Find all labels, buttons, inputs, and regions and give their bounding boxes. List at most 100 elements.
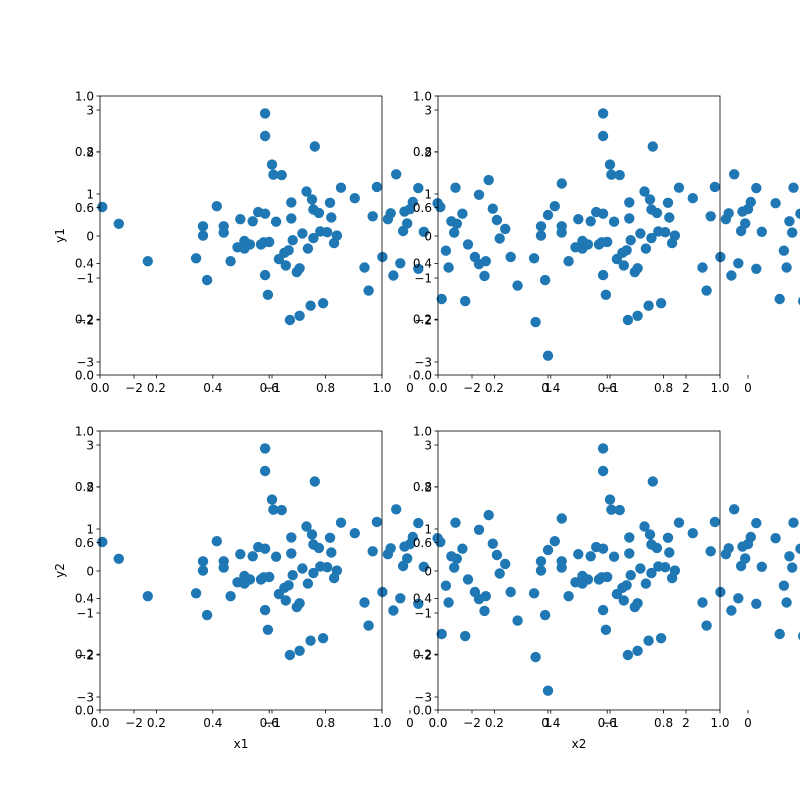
y-tick-label: 0.2 bbox=[75, 648, 94, 662]
scatter-point bbox=[294, 598, 305, 609]
scatter-point bbox=[308, 567, 319, 579]
x-tick-label: 1 bbox=[544, 716, 552, 730]
scatter-points bbox=[97, 443, 567, 696]
scatter-point bbox=[413, 517, 424, 529]
scatter-point bbox=[407, 196, 418, 208]
scatter-point bbox=[729, 504, 740, 515]
x-tick-label: −1 bbox=[601, 716, 619, 730]
scatter-point bbox=[480, 256, 491, 267]
axes-frame bbox=[437, 430, 721, 711]
scatter-point bbox=[635, 228, 646, 239]
scatter-point bbox=[326, 212, 337, 223]
x-tick-label: −1 bbox=[601, 381, 619, 395]
scatter-point bbox=[608, 216, 620, 227]
scatter-point bbox=[597, 604, 609, 616]
scatter-point bbox=[740, 218, 751, 229]
y-tick-label: 3 bbox=[86, 103, 94, 117]
x-tick-label: 0.0 bbox=[428, 381, 447, 395]
scatter-point bbox=[500, 558, 511, 570]
y-tick-label: 0 bbox=[424, 564, 432, 578]
scatter-point bbox=[600, 289, 612, 300]
x-tick-label: 0.2 bbox=[485, 381, 504, 395]
scatter-point bbox=[247, 551, 258, 562]
scatter-point bbox=[726, 605, 737, 616]
y-tick-label: 0.4 bbox=[75, 257, 94, 271]
scatter-point bbox=[784, 551, 795, 562]
scatter-point bbox=[723, 543, 734, 554]
scatter-point bbox=[284, 649, 296, 661]
panel-4: 0.00.0 0.2 0.2 0.4 0.4 0.6 0.6 0.8 0.8 1.0 1.0 −2 −1… bbox=[413, 424, 800, 751]
scatter-point bbox=[723, 208, 734, 219]
scatter-point bbox=[297, 563, 308, 574]
y-tick-label: −1 bbox=[76, 606, 94, 620]
scatter-point bbox=[774, 293, 785, 305]
y-tick-label: 3 bbox=[424, 103, 432, 117]
scatter-point bbox=[440, 580, 452, 591]
scatter-point bbox=[487, 203, 498, 214]
scatter-point bbox=[284, 314, 296, 326]
scatter-point bbox=[655, 633, 667, 644]
scatter-point bbox=[305, 635, 316, 646]
scatter-point bbox=[624, 548, 635, 559]
scatter-point bbox=[418, 561, 429, 572]
scatter-point bbox=[262, 289, 274, 300]
scatter-point bbox=[618, 260, 629, 271]
scatter-point bbox=[335, 182, 347, 193]
scatter-point bbox=[597, 269, 609, 281]
scatter-point bbox=[388, 605, 399, 616]
scatter-point bbox=[542, 209, 554, 221]
scatter-point bbox=[286, 213, 297, 224]
y-tick-label: 0 bbox=[424, 229, 432, 243]
x-tick-label: 0.4 bbox=[203, 716, 222, 730]
scatter-point bbox=[385, 543, 396, 554]
scatter-point bbox=[462, 574, 474, 585]
x-tick-label: 0.2 bbox=[485, 716, 504, 730]
scatter-point bbox=[473, 189, 485, 200]
scatter-point bbox=[640, 578, 652, 589]
x-tick-label: 0.4 bbox=[541, 716, 560, 730]
scatter-point bbox=[371, 181, 383, 193]
scatter-point bbox=[335, 517, 347, 528]
scatter-point bbox=[787, 227, 798, 238]
x-tick-label: 0 bbox=[406, 716, 414, 730]
y-tick-label: 1.0 bbox=[75, 89, 94, 103]
scatter-point bbox=[669, 565, 681, 576]
y-axis-label: y1 bbox=[53, 228, 67, 243]
scatter-point bbox=[701, 285, 712, 296]
scatter-point bbox=[563, 591, 574, 602]
scatter-point bbox=[606, 169, 617, 180]
x-tick-label: −2 bbox=[463, 381, 481, 395]
scatter-point bbox=[635, 563, 646, 574]
scatter-point bbox=[647, 476, 658, 487]
panel-1: 0.00.00.20.20.40.40.60.60.80.81.01.0−2 −1… bbox=[53, 89, 690, 395]
scatter-point bbox=[585, 216, 596, 227]
scatter-point bbox=[190, 253, 202, 264]
scatter-point bbox=[268, 169, 279, 180]
scatter-point bbox=[646, 567, 657, 579]
scatter-point bbox=[443, 597, 454, 608]
scatter-point bbox=[460, 630, 471, 642]
x-tick-label: 2 bbox=[682, 716, 690, 730]
scatter-point bbox=[597, 130, 609, 142]
scatter-point bbox=[313, 207, 325, 219]
scatter-point bbox=[715, 586, 726, 598]
scatter-point bbox=[644, 194, 656, 205]
scatter-point bbox=[313, 542, 325, 554]
y-tick-label: 2 bbox=[86, 480, 94, 494]
scatter-point bbox=[97, 201, 108, 213]
y-tick-label: −1 bbox=[414, 606, 432, 620]
scatter-point bbox=[436, 628, 447, 640]
x-tick-label: 0.6 bbox=[260, 716, 279, 730]
y-tick-label: 0.2 bbox=[75, 313, 94, 327]
scatter-point bbox=[597, 108, 609, 119]
scatter-point bbox=[505, 251, 516, 263]
scatter-point bbox=[622, 649, 634, 661]
y-tick-label: 0.2 bbox=[413, 313, 432, 327]
scatter-point bbox=[479, 605, 490, 617]
y-tick-label: 0.6 bbox=[413, 536, 432, 550]
axes-frame bbox=[99, 95, 383, 376]
x-tick-label: 0 bbox=[406, 381, 414, 395]
scatter-point bbox=[673, 182, 685, 193]
scatter-point bbox=[662, 197, 674, 208]
scatter-point bbox=[660, 227, 671, 238]
